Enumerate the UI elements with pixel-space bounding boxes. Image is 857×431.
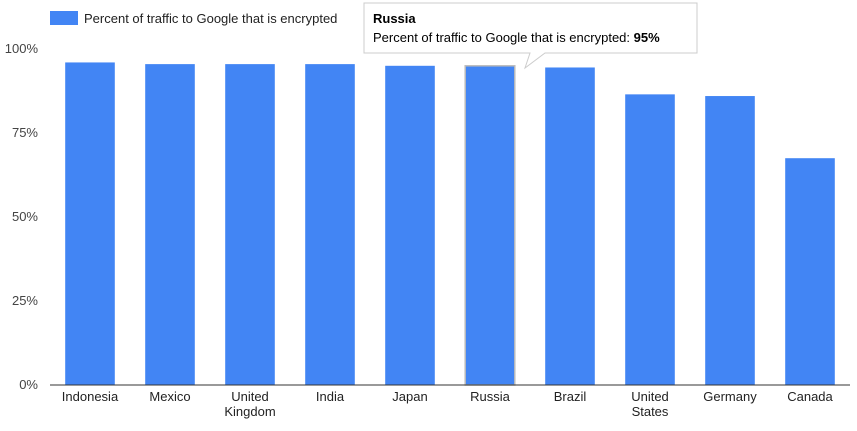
bar-united-kingdom[interactable]: [225, 64, 275, 386]
x-tick-label: Germany: [703, 389, 757, 404]
legend-label: Percent of traffic to Google that is enc…: [84, 11, 337, 26]
bar-brazil[interactable]: [545, 67, 595, 385]
bar-indonesia[interactable]: [65, 62, 115, 385]
bar-russia[interactable]: [464, 65, 516, 386]
x-tick-label: Brazil: [554, 389, 587, 404]
y-tick-label: 25%: [12, 293, 38, 308]
y-tick-label: 100%: [5, 41, 39, 56]
bar-mexico[interactable]: [145, 64, 195, 386]
tooltip: Russia Percent of traffic to Google that…: [363, 2, 698, 70]
y-tick-label: 0%: [19, 377, 38, 392]
bar-canada[interactable]: [785, 158, 835, 385]
bars: [65, 62, 835, 386]
legend[interactable]: Percent of traffic to Google that is enc…: [50, 11, 337, 26]
legend-swatch: [50, 11, 78, 25]
x-tick-label: Indonesia: [62, 389, 119, 404]
x-tick-label: Canada: [787, 389, 833, 404]
bar-germany[interactable]: [705, 96, 755, 385]
tooltip-label: Percent of traffic to Google that is enc…: [373, 30, 634, 45]
bar-united-states[interactable]: [625, 94, 675, 386]
x-tick-label: Japan: [392, 389, 427, 404]
x-tick-label: Russia: [470, 389, 511, 404]
y-tick-label: 50%: [12, 209, 38, 224]
tooltip-body: Percent of traffic to Google that is enc…: [373, 30, 660, 45]
x-tick-label: Mexico: [149, 389, 190, 404]
x-axis-labels: Indonesia Mexico United Kingdom India Japan Ru…: [62, 389, 834, 419]
y-tick-label: 75%: [12, 125, 38, 140]
tooltip-box: [363, 2, 698, 70]
tooltip-title: Russia: [373, 11, 416, 26]
bar-japan[interactable]: [385, 65, 435, 386]
x-tick-label: United Kingdom: [224, 389, 275, 419]
bar-india[interactable]: [305, 64, 355, 386]
x-tick-label: United States: [631, 389, 669, 419]
x-tick-label: India: [316, 389, 345, 404]
tooltip-value: 95%: [634, 30, 660, 45]
y-axis: 0% 25% 50% 75% 100%: [5, 41, 39, 392]
